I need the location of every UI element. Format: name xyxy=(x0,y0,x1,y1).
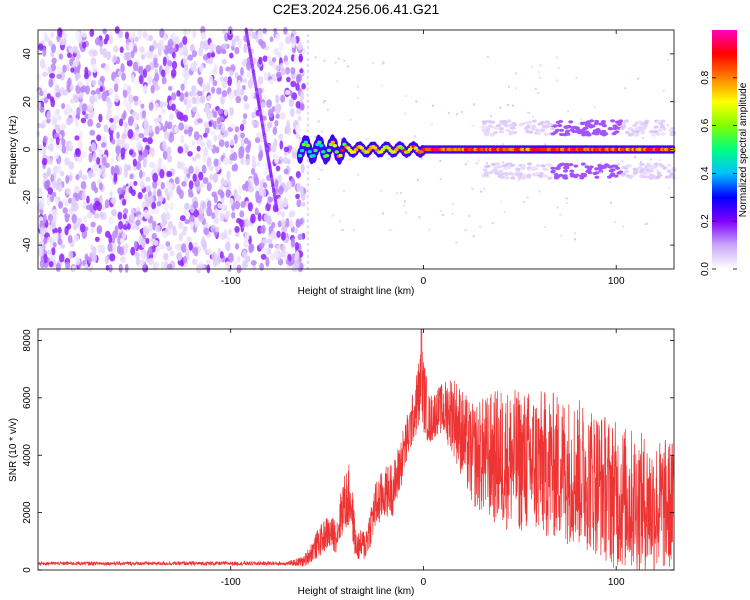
snr-frame xyxy=(37,328,675,571)
colorbar-ticks: 0.0 0.2 0.4 0.6 0.8 xyxy=(700,70,737,276)
snr-y-tick-label: 0 xyxy=(22,567,33,573)
spectrogram-ticks: -100 0 100 -40 -20 0 20 40 xyxy=(22,30,674,287)
spectrogram-x-tick-label: 100 xyxy=(608,276,625,287)
snr-x-tick-label: -100 xyxy=(221,577,241,588)
colorbar-label: Normalized spectral amplitude xyxy=(738,82,749,217)
snr-x-tick-label: 100 xyxy=(608,577,625,588)
snr-y-tick-label: 8000 xyxy=(22,329,33,352)
snr-y-tick-label: 4000 xyxy=(22,444,33,467)
spectrogram-y-tick-label: 0 xyxy=(22,146,33,152)
spectrogram-y-axis-label: Frequency (Hz) xyxy=(8,116,19,185)
snr-y-tick-label: 6000 xyxy=(22,386,33,409)
colorbar: 0.0 0.2 0.4 0.6 0.8 Normalized spectral ampl… xyxy=(700,30,749,276)
spectrogram-y-tick-label: -40 xyxy=(22,237,33,252)
colorbar-tick-label: 0.2 xyxy=(700,214,711,228)
spectrogram-y-tick-label: -20 xyxy=(22,190,33,205)
colorbar-scale xyxy=(712,30,737,269)
spectrogram-y-tick-label: 20 xyxy=(22,96,33,108)
spectrogram-x-axis-label: Height of straight line (km) xyxy=(298,286,415,297)
figure-title: C2E3.2024.256.06.41.G21 xyxy=(273,1,440,17)
colorbar-tick-label: 0.0 xyxy=(700,262,711,276)
snr-series-line xyxy=(38,329,674,570)
spectrogram-panel: -100 0 100 -40 -20 0 20 40 Height of straight l… xyxy=(8,25,677,297)
snr-y-tick-label: 2000 xyxy=(22,501,33,524)
snr-y-axis-label: SNR (10 * v/v) xyxy=(8,418,19,482)
snr-x-tick-label: 0 xyxy=(421,577,427,588)
snr-x-axis-label: Height of straight line (km) xyxy=(298,586,415,597)
spectrogram-x-tick-label: 0 xyxy=(421,276,427,287)
colorbar-tick-label: 0.8 xyxy=(700,70,711,84)
spectrogram-image xyxy=(36,25,677,274)
colorbar-tick-label: 0.4 xyxy=(700,166,711,180)
colorbar-tick-label: 0.6 xyxy=(700,118,711,132)
spectrogram-x-tick-label: -100 xyxy=(221,276,241,287)
spectrogram-y-tick-label: 40 xyxy=(22,48,33,60)
